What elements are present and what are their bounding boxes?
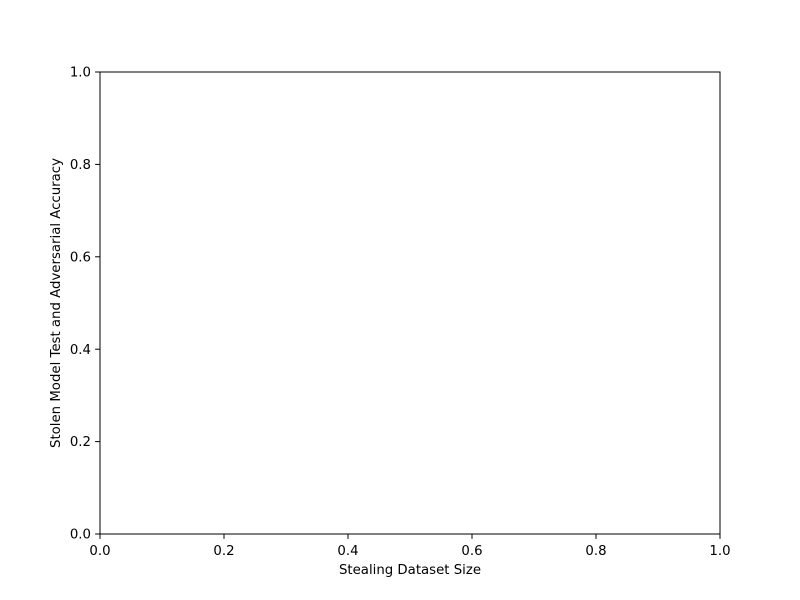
y-tick-label: 0.4 [70,343,91,358]
y-tick-label: 0.0 [70,528,91,543]
x-tick-label: 0.0 [89,544,110,559]
y-tick-label: 0.2 [70,435,91,450]
x-axis-label: Stealing Dataset Size [339,563,481,578]
plot-area: 0.0 0.2 0.4 0.6 0.8 1.0 0.0 0.2 0.4 0.6 0.8 1.0 [70,66,731,559]
y-axis-ticks: 0.0 0.2 0.4 0.6 0.8 1.0 [70,66,100,543]
x-axis-ticks: 0.0 0.2 0.4 0.6 0.8 1.0 [89,534,731,559]
x-tick-label: 0.6 [461,544,482,559]
y-tick-label: 0.6 [70,250,91,265]
x-tick-label: 0.4 [337,544,358,559]
x-tick-label: 0.8 [585,544,606,559]
y-axis-label: Stolen Model Test and Adversarial Accura… [49,158,64,448]
y-tick-label: 1.0 [70,66,91,81]
axes-frame [99,71,721,535]
y-tick-label: 0.8 [70,158,91,173]
x-tick-label: 0.2 [213,544,234,559]
x-tick-label: 1.0 [709,544,730,559]
